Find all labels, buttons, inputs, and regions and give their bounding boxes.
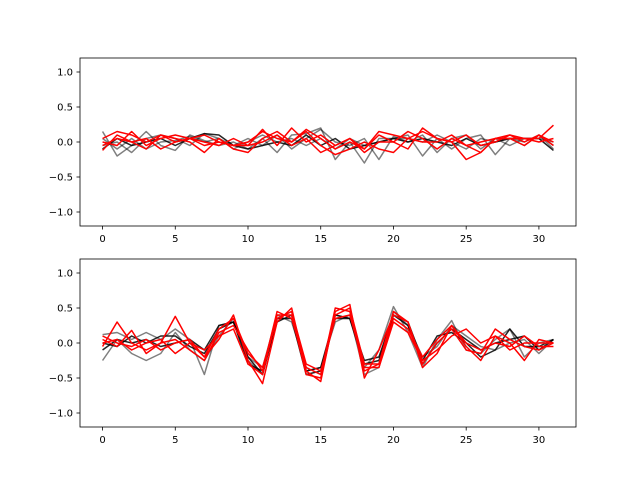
- bottom-panel: 0 5 10 15 20 25 30 −1.0 −0.5 0.0 0.5 1.0: [49, 258, 577, 446]
- y-tick-label: −1.0: [49, 409, 73, 420]
- x-tick-label: 30: [533, 234, 546, 245]
- x-tick-label: 10: [242, 435, 255, 446]
- x-tick-label: 15: [314, 234, 327, 245]
- x-tick-label: 25: [460, 234, 473, 245]
- x-tick-label: 30: [533, 435, 546, 446]
- y-tick-label: 1.0: [57, 269, 73, 280]
- x-tick-label: 0: [99, 234, 105, 245]
- y-tick-label: 1.0: [57, 68, 73, 79]
- series-group: [101, 124, 554, 164]
- y-tick-label: 0.5: [57, 304, 73, 315]
- y-tick-label: 0.0: [57, 339, 73, 350]
- x-tick-label: 5: [172, 234, 178, 245]
- x-tick-label: 20: [387, 435, 400, 446]
- series-line-7: [102, 307, 554, 379]
- y-tick-label: −1.0: [49, 208, 73, 219]
- x-tick-label: 10: [242, 234, 255, 245]
- top-panel: 0 5 10 15 20 25 30 −1.0 −0.5 0.0 0.5 1.0: [49, 57, 577, 245]
- series-group: [101, 303, 554, 385]
- series-line-5: [102, 127, 554, 154]
- y-tick-label: −0.5: [49, 173, 73, 184]
- y-tick-label: −0.5: [49, 374, 73, 385]
- x-tick-label: 20: [387, 234, 400, 245]
- x-tick-label: 15: [314, 435, 327, 446]
- x-tick-label: 0: [99, 435, 105, 446]
- series-line-5: [101, 307, 554, 376]
- x-tick-label: 25: [460, 435, 473, 446]
- y-tick-label: 0.5: [57, 103, 73, 114]
- x-tick-label: 5: [172, 435, 178, 446]
- y-tick-label: 0.0: [57, 138, 73, 149]
- series-line-7: [102, 130, 554, 154]
- series-line-6: [102, 127, 554, 154]
